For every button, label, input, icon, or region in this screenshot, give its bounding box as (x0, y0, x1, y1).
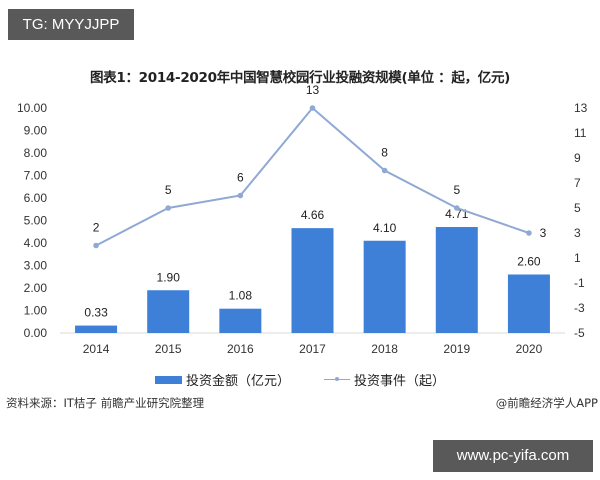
line-point (526, 230, 532, 236)
left-axis-tick: 2.00 (24, 281, 48, 295)
x-axis-tick: 2018 (371, 342, 398, 356)
bar-value-label: 0.33 (84, 306, 108, 320)
line-point (453, 205, 460, 211)
x-axis-tick: 2015 (155, 342, 182, 356)
x-axis-tick: 2016 (227, 342, 254, 356)
watermark-badge-top: TG: MYYJJPP (8, 9, 134, 40)
source-note: 资料来源：IT桔子 前瞻产业研究院整理 (6, 396, 205, 410)
bar (147, 290, 190, 333)
right-axis-tick: -3 (574, 301, 585, 315)
left-axis-tick: 6.00 (24, 191, 48, 205)
bar-value-label: 4.10 (373, 221, 397, 235)
left-axis-tick: 5.00 (24, 214, 48, 228)
left-axis-tick: 8.00 (24, 146, 48, 160)
right-axis-tick: 9 (574, 151, 581, 165)
chart-legend: 投资金额（亿元） 投资事件（起） (0, 370, 600, 389)
line-value-label: 2 (93, 221, 100, 235)
line-point (309, 105, 316, 111)
left-axis-tick: 9.00 (24, 124, 48, 138)
bar-swatch-icon (154, 375, 182, 384)
line-value-label: 3 (540, 226, 547, 240)
line-value-label: 6 (237, 171, 244, 185)
line-point (93, 242, 99, 249)
right-axis-tick: -1 (574, 276, 585, 290)
right-axis-tick: 7 (574, 176, 581, 190)
bar-value-label: 4.66 (301, 208, 325, 222)
right-axis-tick: 11 (574, 126, 587, 140)
left-axis-tick: 1.00 (24, 304, 48, 318)
legend-label-bar: 投资金额（亿元） (185, 374, 290, 389)
legend-item-bar: 投资金额（亿元） (154, 370, 290, 389)
line-point (165, 205, 172, 211)
line-swatch-icon (324, 377, 350, 381)
left-axis-tick: 10.00 (17, 101, 47, 115)
right-axis-tick: 13 (574, 101, 588, 115)
x-axis-tick: 2019 (443, 342, 470, 356)
right-axis-tick: -5 (574, 326, 585, 340)
left-axis-tick: 7.00 (24, 169, 48, 183)
credit-note: @前瞻经济学人APP (495, 396, 598, 410)
watermark-badge-bottom: www.pc-yifa.com (433, 440, 593, 472)
x-axis-tick: 2017 (299, 342, 326, 356)
bar-value-label: 1.90 (157, 270, 181, 284)
line-point (237, 192, 244, 199)
line-value-label: 8 (381, 146, 388, 160)
bar (435, 227, 478, 333)
chart-title: 图表1：2014-2020年中国智慧校园行业投融资规模(单位 ：起，亿元) (89, 70, 511, 86)
line-value-label: 13 (306, 83, 320, 97)
line-point (381, 167, 388, 174)
bar-value-label: 1.08 (229, 289, 253, 303)
line-series (95, 106, 530, 247)
bar (75, 325, 118, 333)
right-axis-tick: 1 (574, 251, 581, 265)
x-axis-tick: 2020 (516, 342, 543, 356)
left-axis-tick: 3.00 (24, 259, 48, 273)
bar-value-label: 2.60 (517, 255, 541, 269)
line-value-label: 5 (165, 183, 172, 197)
chart-plot: 0.00 1.00 2.00 3.00 4.00 5.00 6.00 7.00 8.00 9.00… (17, 83, 588, 356)
right-axis-tick: 5 (574, 201, 581, 215)
bar (219, 308, 262, 333)
legend-item-line: 投资事件（起） (324, 370, 445, 389)
left-axis-tick: 0.00 (24, 326, 48, 340)
legend-label-line: 投资事件（起） (354, 374, 446, 389)
left-axis-tick: 4.00 (24, 236, 48, 250)
bar (507, 274, 550, 333)
line-value-label: 5 (453, 183, 460, 197)
bar (363, 240, 406, 333)
bar (291, 228, 334, 333)
x-axis-tick: 2014 (83, 342, 110, 356)
right-axis-tick: 3 (574, 226, 581, 240)
